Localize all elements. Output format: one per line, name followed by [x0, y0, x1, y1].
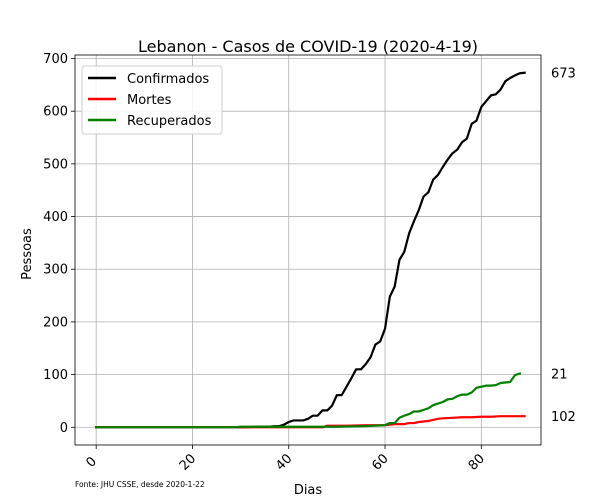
y-tick-label: 400	[43, 210, 68, 225]
series-line-recuperados	[95, 372, 522, 429]
chart-title: Lebanon - Casos de COVID-19 (2020-4-19)	[138, 37, 478, 56]
legend-label-mortes: Mortes	[127, 93, 172, 108]
legend: Confirmados Mortes Recuperados	[81, 65, 223, 135]
end-label-mortes: 102	[551, 410, 576, 425]
legend-box	[81, 65, 223, 135]
y-axis-label: Pessoas	[20, 228, 35, 280]
y-tick-label: 200	[43, 315, 68, 330]
source-note: Fonte: JHU CSSE, desde 2020-1-22	[75, 480, 205, 489]
end-label-confirmados: 673	[551, 67, 576, 82]
x-axis-label: Dias	[294, 483, 323, 498]
series-line-confirmados	[95, 71, 526, 429]
y-tick-label: 0	[60, 421, 68, 436]
y-tick-label: 600	[43, 105, 68, 120]
legend-label-confirmados: Confirmados	[127, 72, 209, 87]
y-tick-label: 700	[43, 52, 68, 67]
end-value-labels: 673 102 21	[551, 67, 576, 425]
end-label-recuperados: 21	[551, 368, 568, 383]
plot-frame	[74, 54, 542, 446]
y-tick-label: 300	[43, 263, 68, 278]
y-tick-label: 500	[43, 157, 68, 172]
axes-frame	[71, 54, 542, 449]
y-tick-label: 100	[43, 368, 68, 383]
series-layer	[95, 71, 526, 429]
grid-lines	[75, 55, 541, 445]
legend-label-recuperados: Recuperados	[127, 114, 212, 129]
